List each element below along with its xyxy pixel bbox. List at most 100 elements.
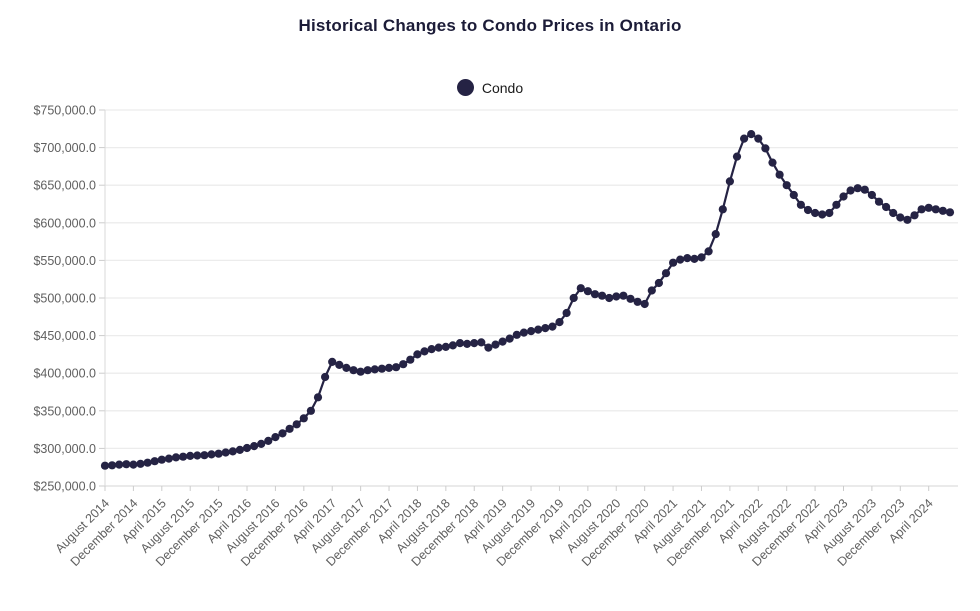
data-point[interactable] — [186, 451, 195, 460]
data-point[interactable] — [157, 455, 166, 464]
data-point[interactable] — [413, 350, 422, 359]
data-point[interactable] — [889, 208, 898, 218]
data-point[interactable] — [519, 328, 529, 337]
data-point[interactable] — [704, 247, 713, 256]
data-point[interactable] — [853, 184, 862, 193]
data-point[interactable] — [938, 206, 948, 215]
data-point[interactable] — [583, 287, 593, 296]
data-point[interactable] — [768, 158, 777, 167]
data-point[interactable] — [179, 452, 188, 461]
data-point[interactable] — [860, 185, 869, 194]
data-point[interactable] — [441, 342, 450, 351]
data-point[interactable] — [164, 454, 173, 463]
data-point[interactable] — [306, 406, 315, 415]
data-point[interactable] — [470, 339, 479, 348]
data-point[interactable] — [484, 343, 493, 352]
data-point[interactable] — [200, 451, 209, 460]
data-point[interactable] — [406, 355, 415, 364]
data-point[interactable] — [839, 192, 848, 201]
data-point[interactable] — [903, 215, 912, 224]
data-point[interactable] — [732, 152, 742, 161]
data-point[interactable] — [129, 460, 138, 469]
data-point[interactable] — [313, 393, 323, 402]
data-point[interactable] — [257, 439, 266, 448]
data-point[interactable] — [924, 203, 933, 212]
data-point[interactable] — [434, 343, 443, 352]
data-point[interactable] — [711, 230, 720, 239]
data-point[interactable] — [150, 457, 159, 466]
data-point[interactable] — [626, 294, 635, 303]
data-point[interactable] — [321, 372, 330, 382]
data-point[interactable] — [633, 297, 642, 306]
data-point[interactable] — [896, 213, 905, 222]
data-point[interactable] — [761, 144, 770, 153]
data-point[interactable] — [455, 339, 465, 348]
data-point[interactable] — [818, 210, 827, 219]
data-point[interactable] — [108, 461, 117, 470]
data-point[interactable] — [363, 366, 372, 375]
data-point[interactable] — [811, 208, 820, 218]
data-point[interactable] — [214, 449, 223, 458]
data-point[interactable] — [335, 360, 344, 369]
data-point[interactable] — [867, 190, 877, 200]
data-point[interactable] — [740, 134, 749, 143]
data-point[interactable] — [505, 334, 514, 343]
data-point[interactable] — [661, 269, 671, 278]
data-point[interactable] — [647, 286, 656, 295]
data-point[interactable] — [605, 293, 614, 303]
data-point[interactable] — [356, 367, 365, 376]
data-point[interactable] — [846, 186, 855, 195]
data-point[interactable] — [498, 337, 507, 346]
data-point[interactable] — [171, 453, 181, 462]
data-point[interactable] — [669, 258, 678, 267]
data-point[interactable] — [512, 330, 521, 339]
data-point[interactable] — [775, 170, 784, 179]
data-point[interactable] — [250, 442, 259, 451]
data-point[interactable] — [271, 433, 280, 442]
data-point[interactable] — [832, 200, 841, 209]
data-point[interactable] — [143, 458, 152, 467]
data-point[interactable] — [221, 448, 230, 457]
data-point[interactable] — [690, 254, 699, 263]
data-point[interactable] — [725, 177, 735, 186]
data-point[interactable] — [945, 208, 955, 217]
data-point[interactable] — [747, 130, 756, 139]
data-point[interactable] — [285, 424, 294, 433]
data-point[interactable] — [917, 205, 926, 214]
data-point[interactable] — [264, 436, 273, 445]
data-point[interactable] — [427, 345, 436, 354]
data-point[interactable] — [931, 205, 940, 214]
data-point[interactable] — [548, 322, 557, 331]
data-point[interactable] — [115, 460, 124, 469]
data-point[interactable] — [399, 360, 408, 369]
data-point[interactable] — [420, 347, 429, 356]
data-point[interactable] — [349, 366, 358, 375]
data-point[interactable] — [377, 364, 386, 373]
data-point[interactable] — [541, 324, 550, 333]
data-point[interactable] — [754, 134, 763, 143]
data-point[interactable] — [796, 200, 806, 209]
data-point[interactable] — [477, 338, 486, 347]
data-point[interactable] — [491, 340, 500, 349]
data-point[interactable] — [278, 429, 287, 438]
data-point[interactable] — [590, 290, 600, 299]
data-point[interactable] — [235, 445, 244, 454]
data-point[interactable] — [100, 461, 110, 470]
data-point[interactable] — [825, 208, 834, 218]
data-point[interactable] — [328, 357, 337, 366]
data-point[interactable] — [789, 190, 798, 200]
data-point[interactable] — [555, 318, 564, 327]
data-point[interactable] — [228, 447, 237, 456]
data-point[interactable] — [569, 293, 578, 303]
data-point[interactable] — [882, 202, 891, 212]
data-point[interactable] — [676, 255, 685, 264]
data-point[interactable] — [342, 363, 351, 372]
data-point[interactable] — [534, 325, 543, 334]
data-point[interactable] — [463, 339, 472, 348]
data-point[interactable] — [683, 254, 692, 263]
data-point[interactable] — [782, 181, 791, 190]
data-point[interactable] — [392, 363, 401, 372]
data-point[interactable] — [299, 414, 308, 423]
data-point[interactable] — [874, 197, 884, 206]
data-point[interactable] — [292, 420, 301, 429]
